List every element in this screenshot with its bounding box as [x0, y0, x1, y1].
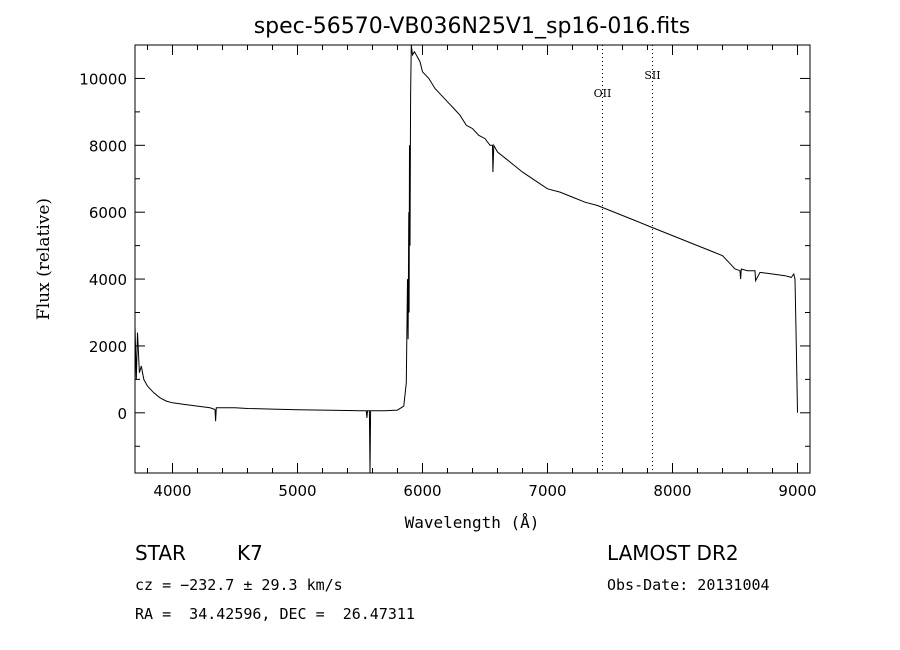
y-tick-label: 4000 [89, 271, 127, 289]
y-tick-label: 2000 [89, 338, 127, 356]
object-class: STAR [135, 541, 186, 565]
coordinates-text: RA = 34.42596, DEC = 26.47311 [135, 605, 415, 623]
axis-ticks: 4000 5000 6000 7000 8000 9000 0 2000 4000 6000 800… [79, 44, 817, 500]
x-tick-label: 5000 [278, 482, 316, 500]
obs-date: Obs-Date: 20131004 [607, 576, 770, 594]
y-tick-label: 10000 [79, 70, 127, 88]
marker-label-oii: OII [594, 87, 612, 100]
x-axis-label: Wavelength (Å) [405, 513, 540, 532]
emission-line-markers: OII SII [594, 45, 661, 473]
x-tick-label: 8000 [653, 482, 691, 500]
chart-title: spec-56570-VB036N25V1_sp16-016.fits [254, 14, 691, 39]
survey-name: LAMOST DR2 [607, 541, 739, 565]
plot-frame [134, 44, 811, 474]
x-tick-label: 4000 [153, 482, 191, 500]
object-subclass: K7 [237, 541, 263, 565]
redshift-text: cz = −232.7 ± 29.3 km/s [135, 576, 343, 594]
y-tick-label: 6000 [89, 204, 127, 222]
y-tick-label: 0 [117, 405, 127, 423]
x-tick-label: 7000 [528, 482, 566, 500]
x-tick-label: 6000 [403, 482, 441, 500]
y-axis-label: Flux (relative) [34, 198, 54, 320]
x-tick-label: 9000 [778, 482, 816, 500]
marker-label-sii: SII [644, 69, 660, 82]
spectrum-line [134, 44, 798, 474]
y-tick-label: 8000 [89, 137, 127, 155]
